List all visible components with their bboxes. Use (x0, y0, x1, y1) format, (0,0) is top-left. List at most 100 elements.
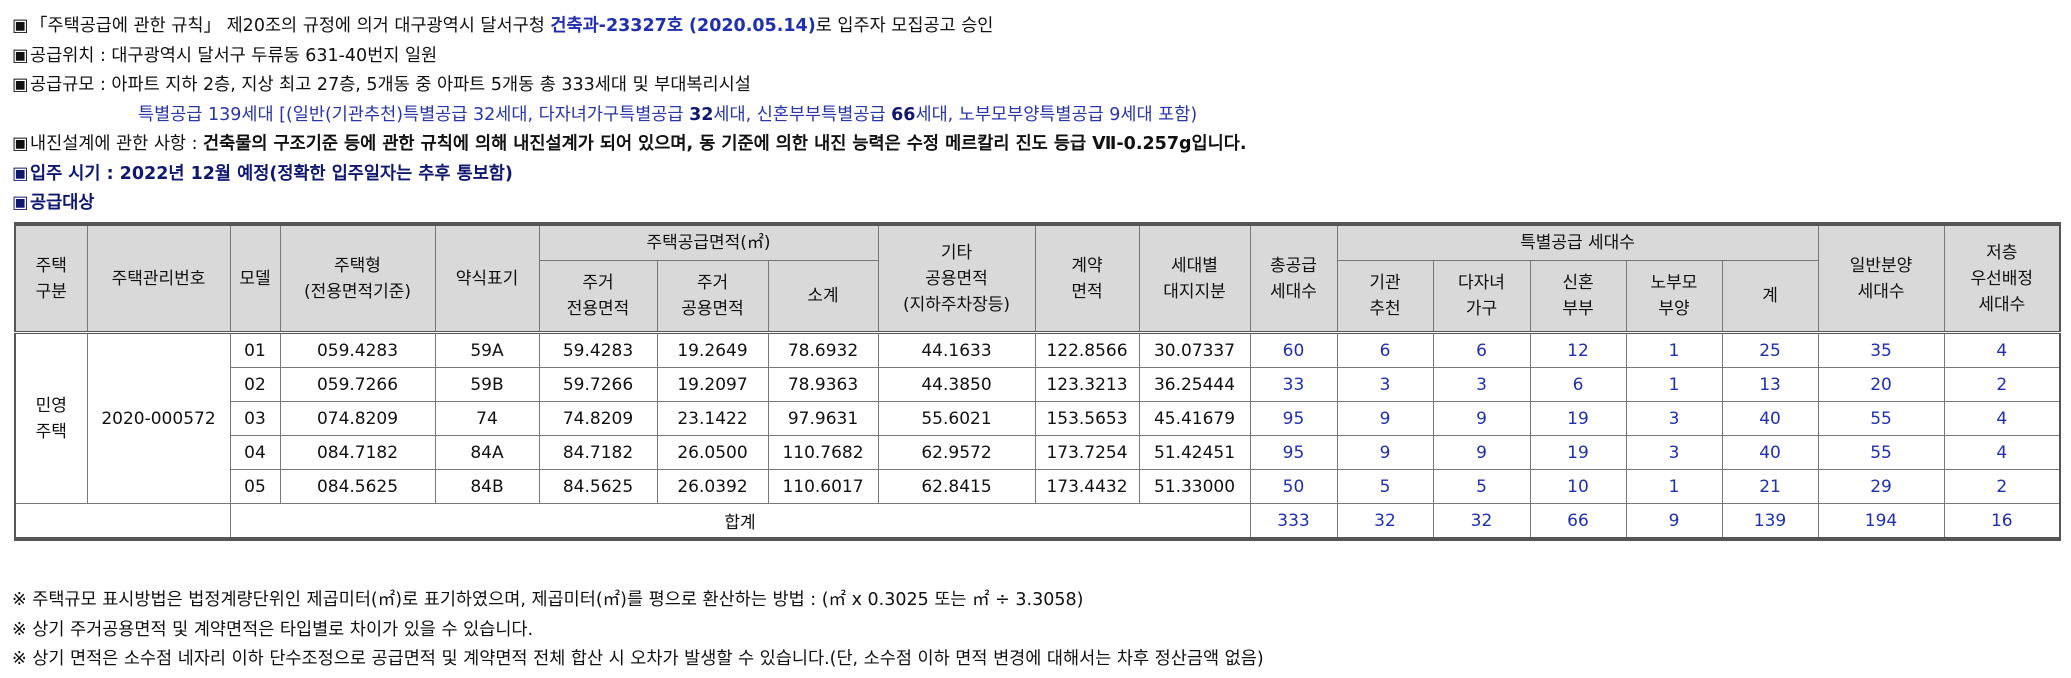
table-cell: 20 (1817, 367, 1945, 402)
table-cell: 6 (1529, 367, 1627, 402)
table-cell: 55 (1817, 401, 1945, 436)
table-cell: 6 (1432, 332, 1531, 368)
col-unit-type: 주택형 (전용면적기준) (279, 223, 436, 333)
table-cell: 110.6017 (767, 469, 879, 504)
table-cell: 122.8566 (1034, 332, 1140, 368)
total-blank-cell (14, 503, 231, 539)
col-contract: 계약 면적 (1034, 223, 1140, 333)
table-cell: 59A (434, 332, 540, 368)
table-cell: 4 (1943, 401, 2061, 436)
table-cell: 55 (1817, 435, 1945, 470)
col-mgmt-no: 주택관리번호 (86, 223, 231, 333)
col-low-floor: 저층 우선배정 세대수 (1943, 223, 2061, 333)
footnote: ※ 상기 면적은 소수점 네자리 이하 단수조정으로 공급면적 및 계약면적 전… (12, 649, 1264, 669)
table-cell: 50 (1249, 469, 1338, 504)
bullet-icon: ▣ (12, 193, 29, 213)
total-cell: 16 (1943, 503, 2061, 540)
total-cell: 32 (1432, 503, 1531, 540)
table-cell: 3 (1625, 401, 1723, 436)
move-in-date: ▣입주 시기 : 2022년 12월 예정(정확한 입주일자는 추후 통보함) (12, 160, 2062, 190)
total-cell: 139 (1721, 503, 1819, 540)
table-cell: 74 (434, 401, 540, 436)
housing-type-cell: 민영 주택 (14, 332, 88, 504)
table-cell: 51.33000 (1138, 469, 1251, 504)
table-cell: 153.5653 (1034, 401, 1140, 436)
table-cell: 30.07337 (1138, 332, 1251, 368)
table-cell: 29 (1817, 469, 1945, 504)
table-cell: 5 (1336, 469, 1434, 504)
table-cell: 9 (1432, 401, 1531, 436)
table-cell: 25 (1721, 332, 1819, 368)
bullet-icon: ▣ (12, 16, 29, 36)
table-cell: 95 (1249, 401, 1338, 436)
table-cell: 59.4283 (538, 332, 658, 368)
table-cell: 3 (1625, 435, 1723, 470)
approval-number: 건축과-23327호 (2020.05.14) (550, 16, 816, 36)
footnote: ※ 상기 주거공용면적 및 계약면적은 타입별로 차이가 있을 수 있습니다. (12, 619, 534, 640)
table-cell: 4 (1943, 435, 2061, 470)
table-row: 04 084.7182 84A 84.7182 26.0500 110.7682 62.95… (15, 435, 2061, 470)
table-cell: 62.8415 (877, 469, 1036, 504)
table-cell: 9 (1432, 435, 1531, 470)
special-supply-detail: 특별공급 139세대 [(일반(기관추천)특별공급 32세대, 다자녀가구특별공… (138, 104, 1198, 125)
total-cell: 333 (1249, 503, 1338, 540)
table-cell: 9 (1336, 435, 1434, 470)
table-cell: 19 (1529, 401, 1627, 436)
table-cell: 059.7266 (279, 367, 436, 402)
table-body: 민영 주택 2020-000572 01 059.4283 59A 59.4283 19.26… (14, 332, 2061, 540)
col-general: 일반분양 세대수 (1817, 223, 1945, 333)
col-housing-type: 주택 구분 (14, 223, 88, 333)
table-cell: 97.9631 (767, 401, 879, 436)
table-cell: 44.3850 (877, 367, 1036, 402)
table-cell: 110.7682 (767, 435, 879, 470)
total-cell: 9 (1625, 503, 1723, 540)
table-cell: 51.42451 (1138, 435, 1251, 470)
mgmt-no-cell: 2020-000572 (86, 332, 231, 504)
table-cell: 3 (1336, 367, 1434, 402)
col-special: 특별공급 세대수 (1336, 223, 1819, 261)
table-cell: 173.7254 (1034, 435, 1140, 470)
table-cell: 26.0500 (656, 435, 769, 470)
table-cell: 6 (1336, 332, 1434, 368)
table-cell: 55.6021 (877, 401, 1036, 436)
supply-scale: ▣공급규모 : 아파트 지하 2층, 지상 최고 27층, 5개동 중 아파트 … (12, 71, 2062, 101)
table-cell: 2 (1943, 367, 2061, 402)
table-cell: 60 (1249, 332, 1338, 368)
table-cell: 84.7182 (538, 435, 658, 470)
supply-table: 주택 구분 주택관리번호 모델 주택형 (전용면적기준) 약식표기 주택공급면적(㎡… (14, 222, 2062, 541)
bullet-icon: ▣ (12, 134, 29, 154)
col-subtotal: 소계 (767, 260, 879, 333)
footnote: ※ 주택규모 표시방법은 법정계량단위인 제곱미터(㎡)로 표기하였으며, 제곱… (12, 590, 1084, 610)
bullet-icon: ▣ (12, 163, 29, 184)
total-cell: 66 (1529, 503, 1627, 540)
table-cell: 5 (1432, 469, 1531, 504)
table-cell: 35 (1817, 332, 1945, 368)
table-header: 주택 구분 주택관리번호 모델 주택형 (전용면적기준) 약식표기 주택공급면적(㎡… (14, 223, 2061, 333)
table-cell: 19.2097 (656, 367, 769, 402)
table-cell: 95 (1249, 435, 1338, 470)
table-cell: 05 (229, 469, 281, 504)
table-cell: 74.8209 (538, 401, 658, 436)
table-cell: 9 (1336, 401, 1434, 436)
col-multichild: 다자녀 가구 (1432, 260, 1531, 333)
table-cell: 074.8209 (279, 401, 436, 436)
col-sum: 계 (1721, 260, 1819, 333)
table-cell: 19.2649 (656, 332, 769, 368)
table-cell: 1 (1625, 332, 1723, 368)
table-cell: 19 (1529, 435, 1627, 470)
table-row: 03 074.8209 74 74.8209 23.1422 97.9631 55.6021… (15, 401, 2061, 436)
table-cell: 173.4432 (1034, 469, 1140, 504)
table-cell: 40 (1721, 401, 1819, 436)
table-cell: 36.25444 (1138, 367, 1251, 402)
supply-table-container: 주택 구분 주택관리번호 모델 주택형 (전용면적기준) 약식표기 주택공급면적(㎡… (14, 222, 2062, 541)
table-cell: 03 (229, 401, 281, 436)
seismic-design: ▣내진설계에 관한 사항 : 건축물의 구조기준 등에 관한 규칙에 의해 내진… (12, 130, 2062, 160)
table-cell: 12 (1529, 332, 1627, 368)
table-cell: 13 (1721, 367, 1819, 402)
table-cell: 45.41679 (1138, 401, 1251, 436)
table-cell: 059.4283 (279, 332, 436, 368)
table-cell: 33 (1249, 367, 1338, 402)
col-model: 모델 (229, 223, 281, 333)
footnotes: ※ 주택규모 표시방법은 법정계량단위인 제곱미터(㎡)로 표기하였으며, 제곱… (12, 586, 2062, 675)
table-cell: 23.1422 (656, 401, 769, 436)
